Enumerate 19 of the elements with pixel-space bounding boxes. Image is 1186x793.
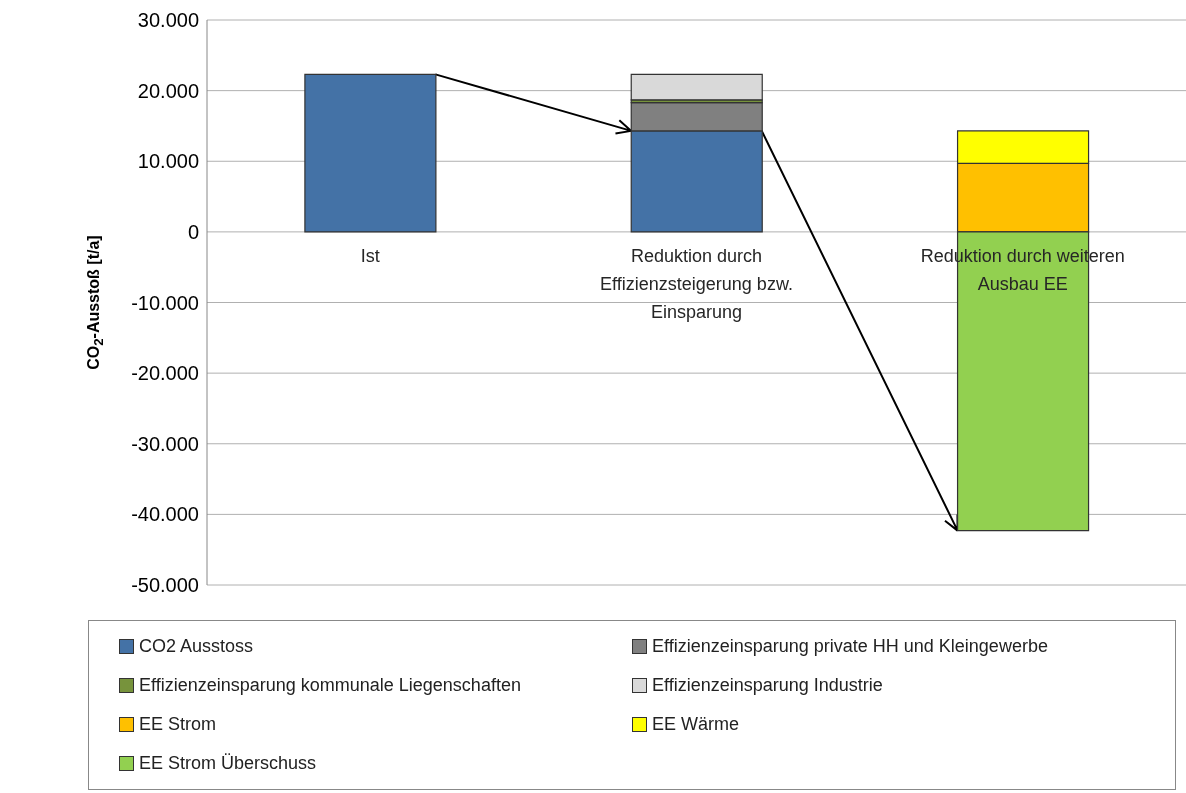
legend-label: EE Strom bbox=[138, 714, 218, 735]
x-tick-label: Ist bbox=[359, 244, 381, 268]
y-tick-label: -20.000 bbox=[131, 362, 199, 385]
y-tick-label: -40.000 bbox=[131, 503, 199, 526]
y-tick-label: -50.000 bbox=[131, 574, 199, 597]
y-tick-label: 0 bbox=[187, 220, 199, 243]
legend-label: Effizienzeinsparung Industrie bbox=[651, 675, 884, 696]
legend-label: Effizienzeinsparung kommunale Liegenschaften bbox=[138, 675, 522, 696]
legend-label: EE Strom Überschuss bbox=[138, 753, 318, 774]
legend-label: CO2 Ausstoss bbox=[138, 636, 255, 657]
x-tick-label: Reduktion durch Effizienzsteigerung bzw. Einsparung bbox=[599, 244, 794, 324]
y-tick-label: -30.000 bbox=[131, 432, 199, 455]
legend-label: Effizienzeinsparung private HH und Kleingewerbe bbox=[651, 636, 1049, 657]
legend-label: EE Wärme bbox=[651, 714, 740, 735]
bar bbox=[304, 73, 437, 233]
y-tick-label: 30.000 bbox=[137, 9, 199, 32]
y-tick-label: 20.000 bbox=[137, 79, 199, 102]
y-tick-label: -10.000 bbox=[131, 291, 199, 314]
y-tick-label: 10.000 bbox=[137, 150, 199, 173]
